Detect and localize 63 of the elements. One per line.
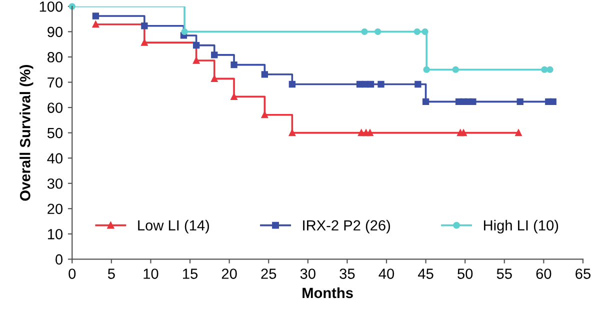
point (550, 98, 556, 106)
x-tick-label: 65 (576, 268, 590, 279)
point (366, 129, 374, 136)
point (192, 57, 200, 64)
point (181, 28, 188, 36)
x-tick-label: 30 (300, 268, 316, 279)
point (141, 39, 148, 46)
point (422, 28, 428, 36)
y-tick-label: 90 (48, 26, 63, 38)
point (230, 93, 238, 100)
point (374, 28, 382, 36)
point (515, 129, 522, 136)
point (541, 66, 548, 73)
y-tick-label: 70 (48, 77, 63, 88)
x-tick-label: 15 (183, 268, 198, 279)
y-tick-label: 100 (40, 2, 63, 12)
x-tick-label: 10 (144, 268, 158, 279)
y-tick-label: 40 (47, 153, 63, 164)
point (423, 66, 430, 73)
legend-label: High LI (10) (484, 220, 558, 234)
point (192, 42, 200, 49)
legend-label: Low LI (14) (138, 220, 209, 234)
y-tick-label: 10 (48, 229, 63, 240)
point (288, 80, 296, 88)
x-tick-label: 55 (496, 268, 512, 279)
y-tick-label: 80 (48, 52, 63, 62)
legend-label: IRX-2 P2 (26) (303, 220, 390, 234)
x-tick-label: 40 (378, 268, 394, 279)
y-tick-label: 50 (47, 128, 63, 138)
x-tick-label: 5 (108, 268, 115, 279)
point (470, 98, 476, 106)
point (261, 71, 268, 78)
x-tick-label: 25 (261, 268, 276, 279)
x-tick-label: 45 (418, 268, 434, 279)
point (422, 98, 430, 106)
point (288, 129, 296, 136)
point (516, 98, 524, 106)
point (211, 52, 218, 58)
y-tick-label: 30 (47, 178, 63, 189)
point (141, 22, 148, 30)
point (92, 12, 100, 20)
x-axis-title: Months (302, 287, 353, 298)
x-tick-label: 35 (340, 268, 355, 279)
point (460, 129, 467, 136)
point (211, 75, 218, 82)
point (452, 66, 459, 73)
y-tick-label: 20 (48, 204, 63, 214)
point (261, 112, 268, 118)
x-tick-label: 50 (458, 268, 473, 279)
x-tick-label: 20 (222, 268, 237, 279)
point (361, 28, 368, 36)
x-tick-label: 0 (68, 268, 76, 279)
point (546, 66, 554, 73)
x-tick-label: 60 (536, 268, 552, 279)
point (92, 21, 100, 28)
y-tick-label: 60 (48, 102, 63, 113)
point (414, 28, 420, 36)
y-tick-label: 0 (56, 254, 63, 265)
point (378, 80, 384, 88)
y-axis-title: Overall Survival (%) (20, 65, 34, 201)
point (414, 80, 422, 88)
point (230, 61, 238, 68)
point (367, 80, 374, 88)
